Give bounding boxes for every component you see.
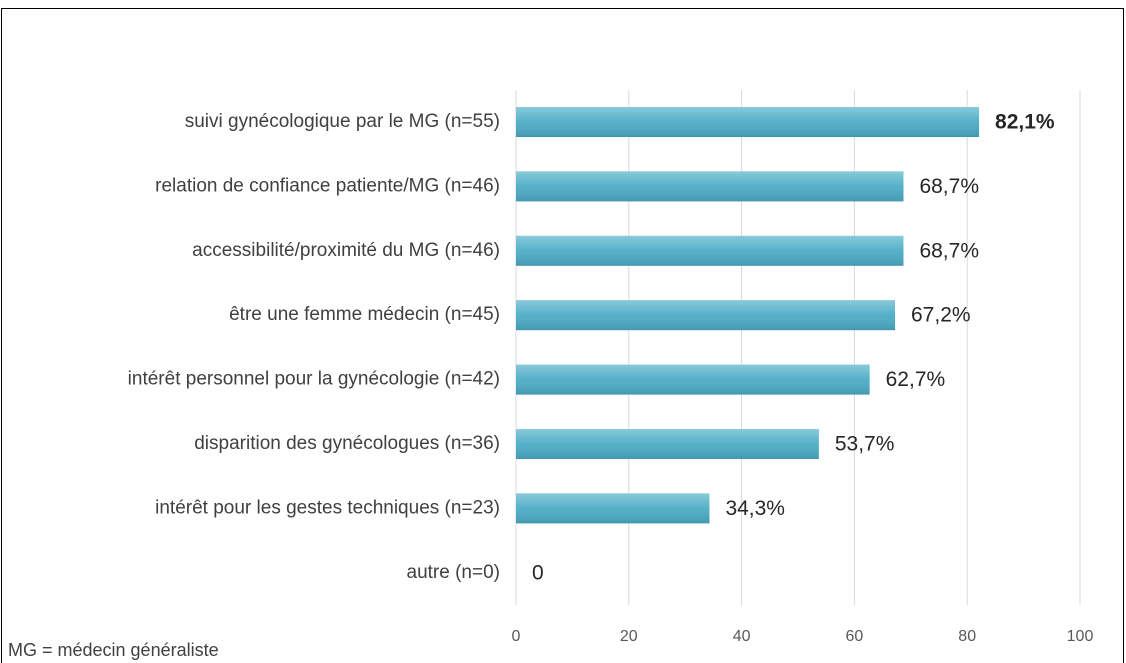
category-label: autre (n=0): [407, 562, 500, 583]
bar: [516, 364, 870, 395]
category-label: être une femme médecin (n=45): [229, 304, 500, 325]
category-label: relation de confiance patiente/MG (n=46): [155, 175, 500, 196]
x-tick-label: 100: [1067, 628, 1094, 645]
x-tick-label: 80: [958, 628, 976, 645]
chart-border: [1, 8, 1124, 663]
value-label: 82,1%: [995, 111, 1055, 134]
x-tick-label: 60: [846, 628, 864, 645]
bar: [516, 171, 904, 202]
bar: [516, 493, 710, 524]
annotation: MG = médecin généraliste: [8, 640, 219, 660]
x-tick-label: 20: [620, 628, 638, 645]
category-label: suivi gynécologique par le MG (n=55): [185, 111, 500, 132]
bar: [516, 235, 904, 266]
bar: [516, 300, 896, 331]
category-label: disparition des gynécologues (n=36): [194, 433, 500, 454]
value-label: 67,2%: [911, 304, 971, 327]
bar: [516, 107, 980, 137]
category-label: accessibilité/proximité du MG (n=46): [192, 240, 500, 261]
value-label: 68,7%: [919, 175, 979, 198]
x-tick-label: 0: [512, 628, 521, 645]
x-tick-label: 40: [733, 628, 751, 645]
bar: [516, 429, 819, 459]
value-label: 34,3%: [725, 497, 785, 520]
value-label: 53,7%: [835, 433, 895, 456]
value-label: 0: [532, 561, 544, 584]
category-label: intérêt personnel pour la gynécologie (n…: [128, 369, 500, 390]
category-label: intérêt pour les gestes techniques (n=23…: [155, 497, 500, 518]
value-label: 62,7%: [886, 368, 946, 391]
value-label: 68,7%: [919, 239, 979, 262]
